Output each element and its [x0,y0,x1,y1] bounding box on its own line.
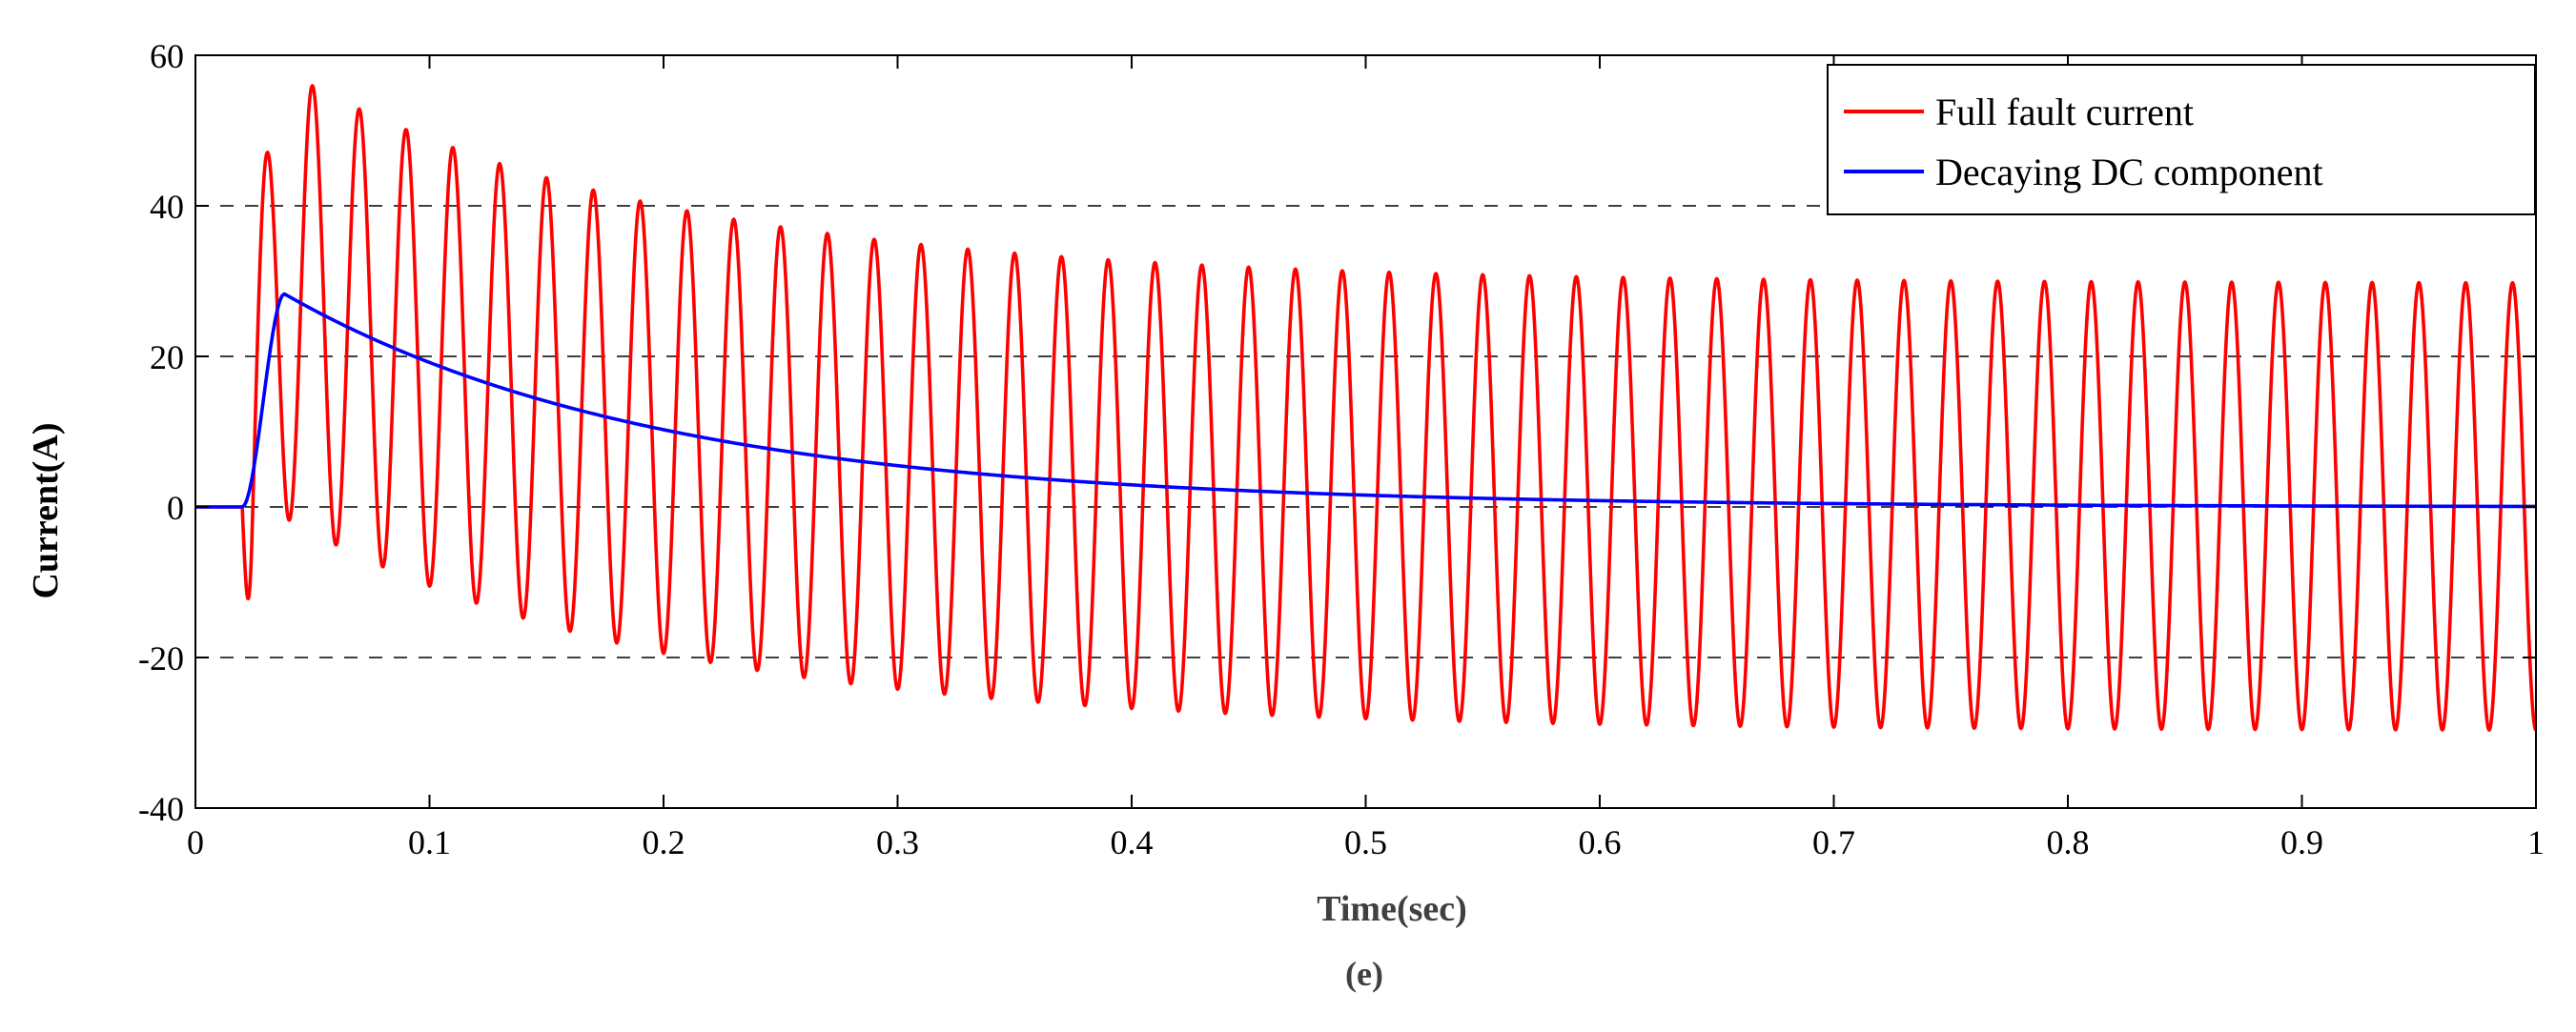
series-decaying-dc-component [195,292,2536,509]
x-tick-label: 1 [2527,823,2545,861]
legend-label-decaying-dc-component: Decaying DC component [1935,151,2323,193]
y-tick-label: -20 [138,639,184,678]
figure-caption: (e) [1345,955,1383,993]
x-tick-label: 0.7 [1812,823,1855,861]
y-tick-label: -40 [138,790,184,828]
legend-label-full-fault-current: Full fault current [1935,91,2194,133]
x-tick-label: 0.2 [643,823,685,861]
x-tick-label: 0.3 [876,823,919,861]
x-tick-label: 0.5 [1344,823,1387,861]
x-axis-title: Time(sec) [1317,889,1467,929]
legend-box [1827,64,2536,215]
series-full-fault-current [194,84,2538,732]
legend: Full fault current Decaying DC component [1827,64,2536,215]
x-tick-label: 0 [187,823,204,861]
y-tick-label: 20 [150,338,184,376]
y-tick-labels: -40 -20 0 20 40 60 [138,37,184,828]
y-tick-label: 40 [150,188,184,226]
x-tick-label: 0.6 [1579,823,1622,861]
x-tick-label: 0.9 [2280,823,2323,861]
y-tick-label: 0 [167,489,184,527]
x-tick-labels: 0 0.1 0.2 0.3 0.4 0.5 0.6 0.7 0.8 0.9 1 [187,823,2545,861]
y-tick-label: 60 [150,37,184,75]
series-layer [194,84,2538,732]
x-tick-label: 0.8 [2047,823,2090,861]
x-tick-label: 0.1 [408,823,451,861]
x-tick-label: 0.4 [1111,823,1154,861]
y-axis-title: Current(A) [26,422,66,598]
